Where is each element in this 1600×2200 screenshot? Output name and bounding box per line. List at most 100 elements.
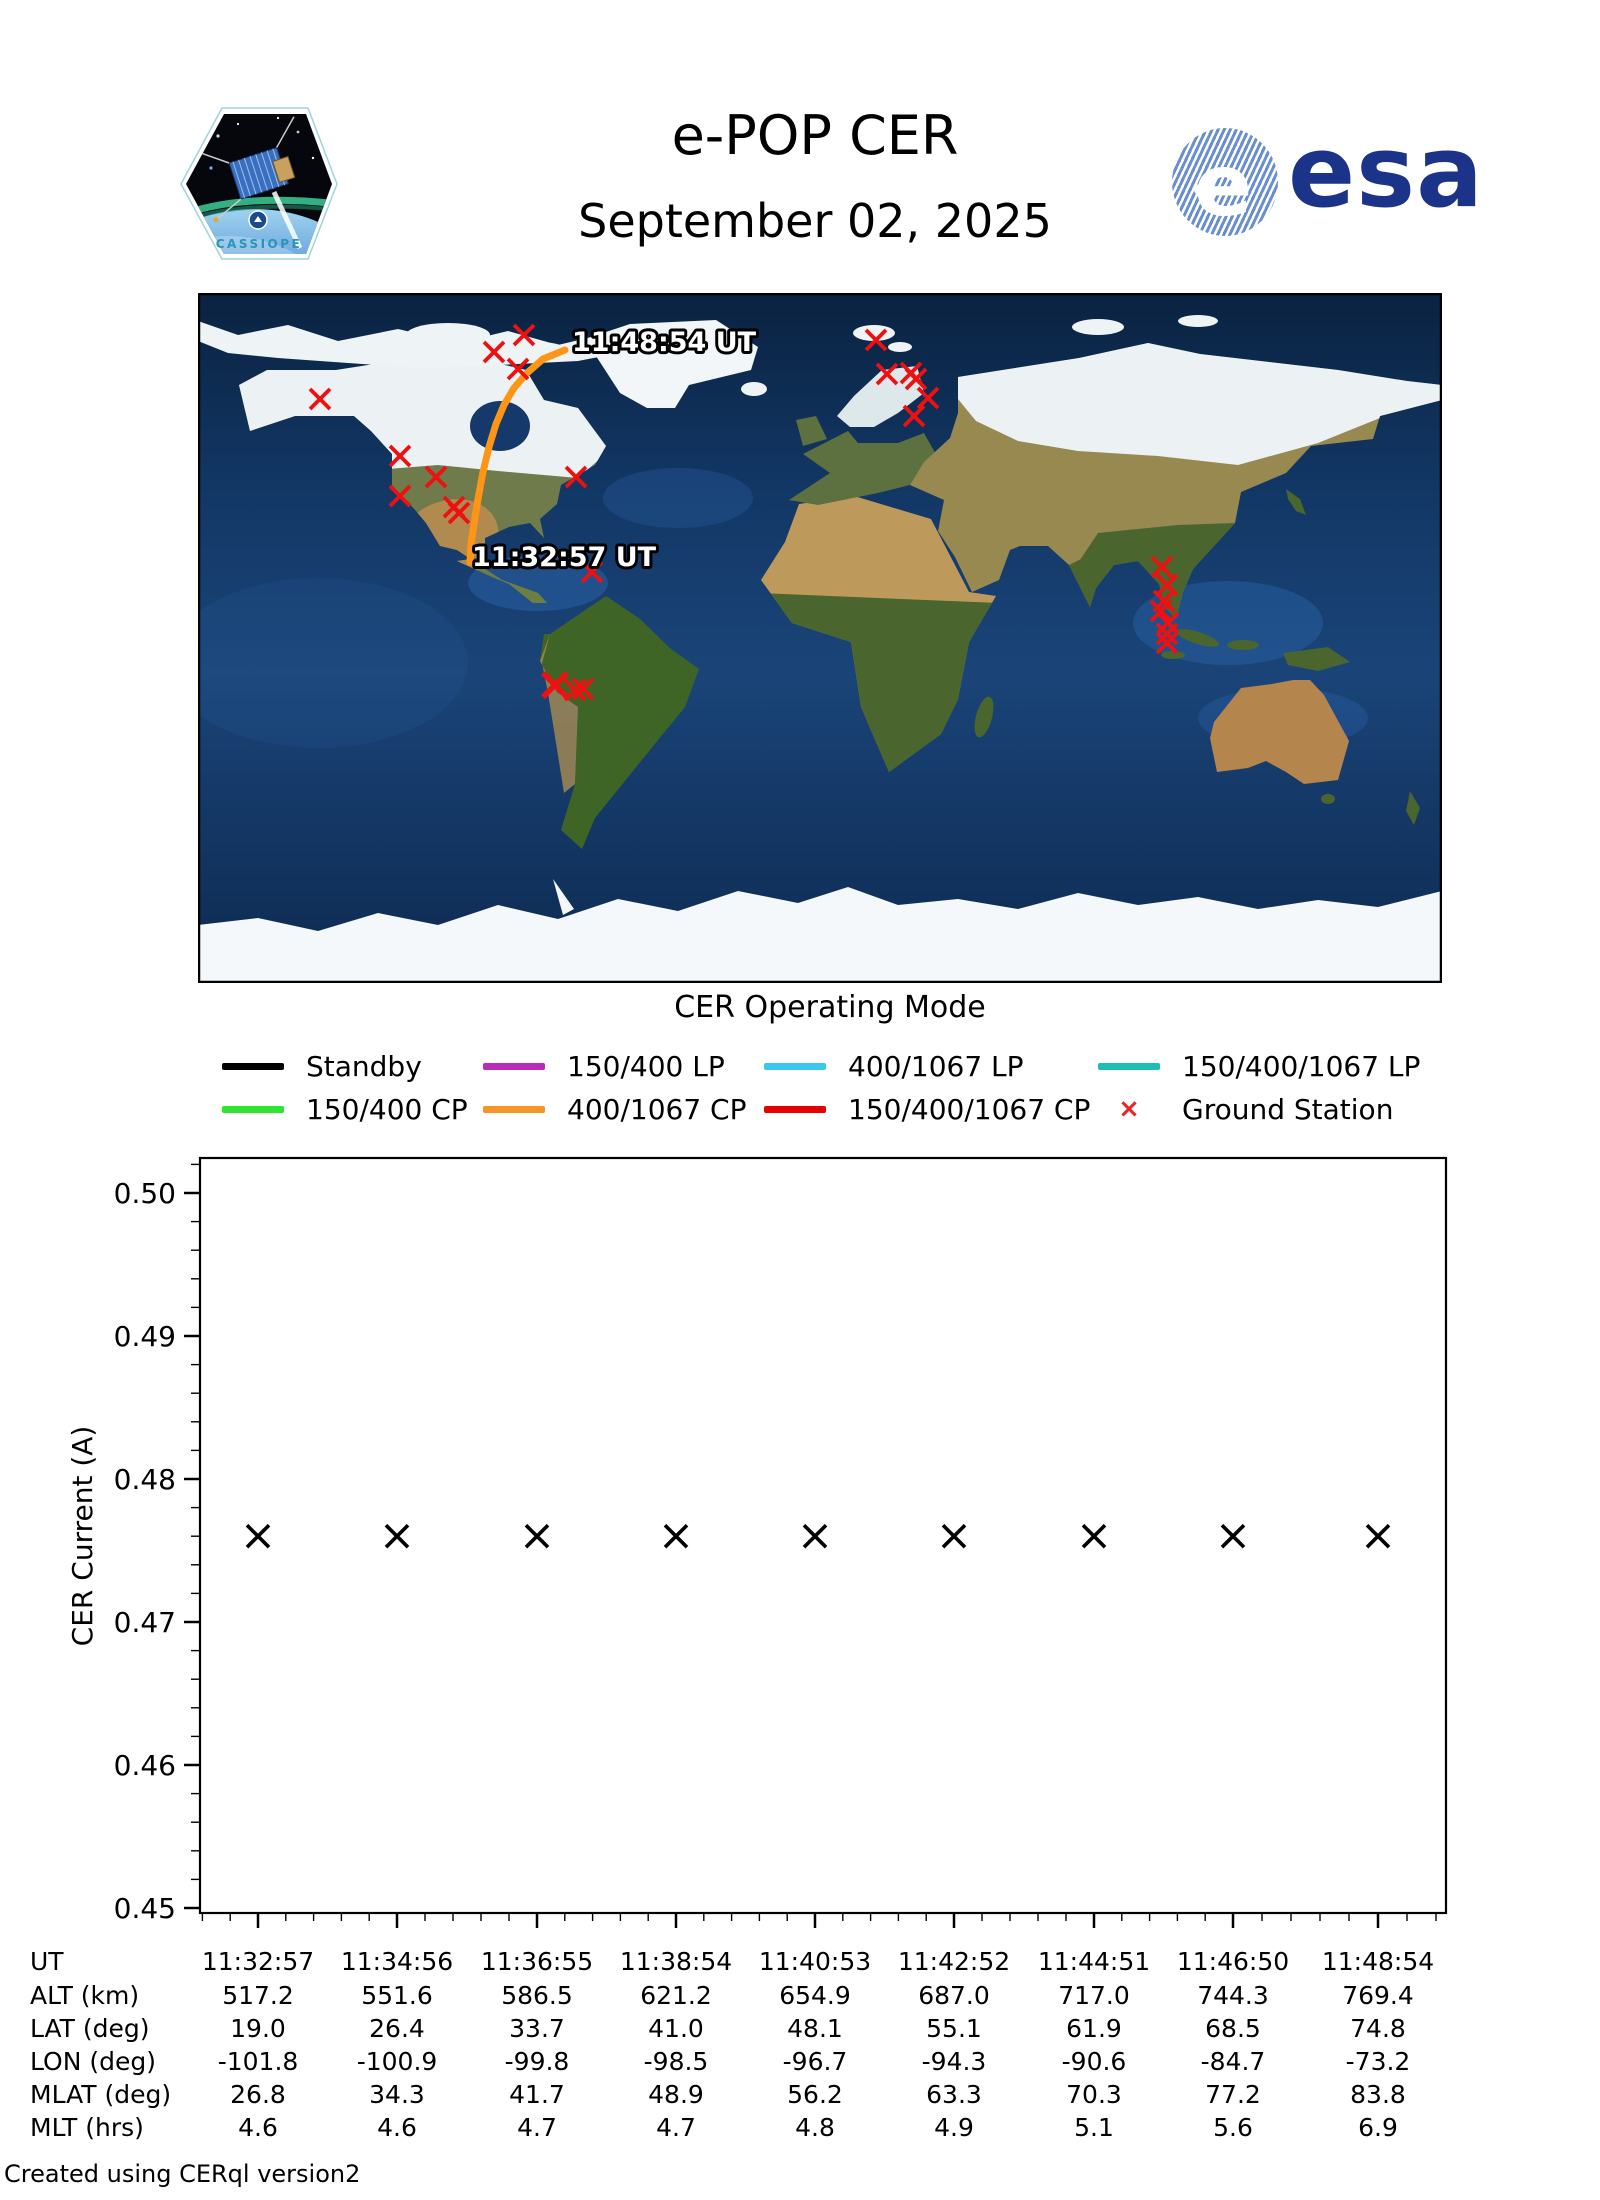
patch-satellite	[195, 116, 296, 223]
footer-note: Created using CERql version2	[4, 2160, 361, 2188]
legend-item-label: 150/400/1067 LP	[1182, 1049, 1421, 1083]
legend-item-label: 150/400 CP	[306, 1092, 468, 1126]
legend-line-swatch	[483, 1105, 545, 1113]
table-cell: 11:38:54	[619, 1947, 733, 1976]
y-tick-label: 0.49	[114, 1320, 176, 1353]
antarctica	[198, 887, 1442, 983]
continent-europe	[789, 366, 938, 505]
legend-item-150-400-1067-cp: 150/400/1067 CP	[764, 1093, 1090, 1126]
page-title: e-POP CER	[671, 104, 959, 167]
table-cell: 68.5	[1205, 2014, 1261, 2043]
table-cell: 11:34:56	[340, 1947, 454, 1976]
table-cell: 769.4	[1342, 1981, 1414, 2010]
plot-frame	[198, 1156, 1448, 1915]
table-cell: 48.9	[648, 2080, 704, 2109]
table-cell: 4.6	[377, 2113, 417, 2142]
table-cell: 26.8	[230, 2080, 286, 2109]
satellite-trajectory	[466, 346, 569, 566]
table-cell: -99.8	[504, 2047, 570, 2076]
continent-south-america	[540, 596, 699, 849]
table-row-label: MLT (hrs)	[30, 2113, 144, 2142]
table-cell: 70.3	[1066, 2080, 1122, 2109]
map-border	[198, 293, 1442, 983]
table-cell: 11:42:52	[897, 1947, 1011, 1976]
data-point-marker	[245, 1523, 271, 1549]
table-cell: 63.3	[926, 2080, 982, 2109]
greenland	[585, 320, 758, 408]
patch-mission-name: CASSIOPE	[216, 237, 303, 251]
table-cell: 11:46:50	[1176, 1947, 1290, 1976]
table-cell: 11:40:53	[758, 1947, 872, 1976]
legend-item-150-400-1067-lp: 150/400/1067 LP	[1098, 1049, 1421, 1083]
trajectory-end-time-label: 11:48:54 UT	[572, 327, 757, 358]
table-cell: 744.3	[1197, 1981, 1269, 2010]
y-tick-label: 0.46	[114, 1749, 176, 1782]
legend-item-label: Ground Station	[1182, 1092, 1394, 1126]
data-point-marker	[384, 1523, 410, 1549]
legend-line-swatch	[764, 1062, 826, 1070]
table-cell: 4.8	[795, 2113, 835, 2142]
legend-line-swatch	[222, 1062, 284, 1070]
table-cell: -101.8	[217, 2047, 299, 2076]
table-cell: 41.0	[648, 2014, 704, 2043]
table-row-label: UT	[30, 1947, 64, 1976]
ground-station-marker	[902, 404, 926, 428]
esa-globe-icon: e	[1172, 128, 1278, 236]
ground-station-marker	[308, 387, 332, 411]
table-cell: 621.2	[640, 1981, 712, 2010]
ground-station-marker	[580, 560, 604, 584]
table-cell: 33.7	[509, 2014, 565, 2043]
ground-station-marker	[424, 465, 448, 489]
data-point-marker	[1365, 1523, 1391, 1549]
ground-station-marker	[571, 677, 595, 701]
world-map: 11:48:54 UT 11:32:57 UT	[198, 293, 1442, 983]
ground-station-marker	[447, 501, 471, 525]
table-cell: 551.6	[361, 1981, 433, 2010]
legend-item-label: 400/1067 CP	[567, 1092, 747, 1126]
table-cell: 74.8	[1350, 2014, 1406, 2043]
table-cell: -84.7	[1200, 2047, 1266, 2076]
ground-station-marker	[1155, 622, 1179, 646]
legend-title: CER Operating Mode	[674, 990, 986, 1025]
data-point-marker	[1081, 1523, 1107, 1549]
y-tick-label: 0.48	[114, 1463, 176, 1496]
y-axis-label: CER Current (A)	[66, 1426, 99, 1647]
table-cell: 55.1	[926, 2014, 982, 2043]
table-cell: 11:44:51	[1037, 1947, 1151, 1976]
trajectory-start-time-label: 11:32:57 UT	[472, 542, 657, 573]
legend-line-swatch	[1098, 1062, 1160, 1070]
table-cell: 517.2	[222, 1981, 294, 2010]
patch-beam	[271, 190, 303, 250]
ground-station-marker	[541, 671, 569, 699]
y-tick-label: 0.45	[114, 1892, 176, 1925]
data-point-marker	[941, 1523, 967, 1549]
legend-line-swatch	[764, 1105, 826, 1113]
legend-item-label: 150/400 LP	[567, 1049, 725, 1083]
table-cell: 4.7	[656, 2113, 696, 2142]
y-tick-label: 0.47	[114, 1606, 176, 1639]
ground-station-marker	[916, 386, 940, 410]
islands-oceania	[1161, 489, 1420, 825]
ground-station-marker	[564, 465, 588, 489]
table-row-label: ALT (km)	[30, 1981, 140, 2010]
ground-station-marker	[388, 444, 412, 468]
table-cell: -96.7	[782, 2047, 848, 2076]
table-row-label: MLAT (deg)	[30, 2080, 172, 2109]
data-point-marker	[1220, 1523, 1246, 1549]
table-cell: -98.5	[643, 2047, 709, 2076]
ground-station-marker	[482, 340, 506, 364]
table-cell: 5.6	[1213, 2113, 1253, 2142]
table-cell: 4.9	[934, 2113, 974, 2142]
table-cell: 11:36:55	[480, 1947, 594, 1976]
table-cell: 5.1	[1074, 2113, 1114, 2142]
hudson-bay	[470, 401, 530, 451]
ground-station-marker	[1149, 599, 1173, 623]
ground-station-marker	[1155, 631, 1179, 655]
esa-wordmark: esa	[1288, 115, 1484, 230]
legend-item-400-1067-cp: 400/1067 CP	[483, 1092, 747, 1126]
table-cell: 83.8	[1350, 2080, 1406, 2109]
table-cell: 654.9	[779, 1981, 851, 2010]
legend-item-standby: Standby	[222, 1049, 422, 1083]
legend-item-label: Standby	[306, 1049, 422, 1083]
table-cell: -90.6	[1061, 2047, 1127, 2076]
